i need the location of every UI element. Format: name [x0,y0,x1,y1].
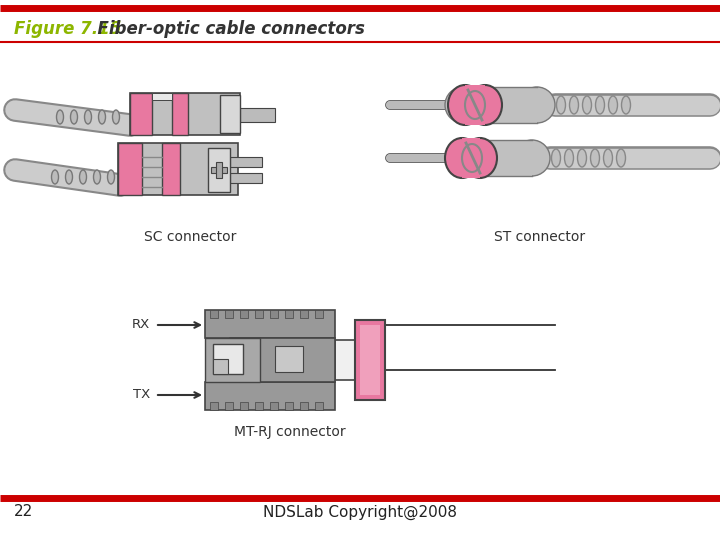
Text: RX: RX [132,319,150,332]
Text: TX: TX [132,388,150,402]
Ellipse shape [446,140,482,176]
Text: 22: 22 [14,504,33,519]
Bar [300,402,308,410]
Ellipse shape [570,96,578,114]
Ellipse shape [552,149,560,167]
Bar [118,143,238,195]
Bar [211,167,227,173]
Bar [300,310,308,318]
Bar [240,108,275,122]
Bar [205,338,260,382]
Bar [315,310,323,318]
Bar [360,325,380,395]
Bar [355,320,385,400]
Ellipse shape [448,85,482,125]
Ellipse shape [112,110,120,124]
Bar [463,87,537,123]
Ellipse shape [445,87,481,123]
Bar [230,157,262,167]
Text: Fiber-optic cable connectors: Fiber-optic cable connectors [86,20,365,38]
Bar [270,402,278,410]
Ellipse shape [99,110,106,124]
Bar [220,95,240,133]
Ellipse shape [577,149,587,167]
Ellipse shape [52,170,58,184]
Bar [465,85,485,125]
Ellipse shape [445,138,479,178]
Bar [205,382,335,410]
Ellipse shape [557,96,565,114]
Ellipse shape [71,110,78,124]
Bar [210,402,218,410]
Text: NDSLab Copyright@2008: NDSLab Copyright@2008 [263,504,457,519]
Bar [462,138,480,178]
Bar [275,346,303,372]
Ellipse shape [564,149,574,167]
Bar [130,93,240,135]
Text: ST connector: ST connector [495,230,585,244]
Bar [162,143,180,195]
Ellipse shape [94,170,101,184]
Bar [225,310,233,318]
Bar [240,310,248,318]
Text: Figure 7.15: Figure 7.15 [14,20,122,38]
Bar [464,140,532,176]
Ellipse shape [590,149,600,167]
Bar [210,310,218,318]
Bar [240,402,248,410]
Ellipse shape [595,96,605,114]
Bar [130,93,152,135]
Bar [118,143,142,195]
Ellipse shape [514,140,550,176]
Ellipse shape [66,170,73,184]
Bar [315,402,323,410]
Ellipse shape [621,96,631,114]
Ellipse shape [582,96,592,114]
Bar [213,344,243,374]
Ellipse shape [519,87,555,123]
Bar [270,310,278,318]
Bar [208,148,230,192]
Ellipse shape [79,170,86,184]
Ellipse shape [107,170,114,184]
Ellipse shape [84,110,91,124]
Ellipse shape [56,110,63,124]
Ellipse shape [468,85,502,125]
Bar [172,93,188,135]
Bar [225,402,233,410]
Text: SC connector: SC connector [144,230,236,244]
Ellipse shape [608,96,618,114]
Bar [152,93,172,100]
Ellipse shape [603,149,613,167]
Bar [255,402,263,410]
Text: MT-RJ connector: MT-RJ connector [234,425,346,439]
Bar [205,310,335,338]
Bar [335,340,355,380]
Bar [216,162,222,178]
Bar [285,310,293,318]
Ellipse shape [616,149,626,167]
Ellipse shape [463,138,497,178]
Bar [255,310,263,318]
Bar [213,359,228,374]
Bar [230,338,335,382]
Bar [285,402,293,410]
Bar [230,173,262,183]
